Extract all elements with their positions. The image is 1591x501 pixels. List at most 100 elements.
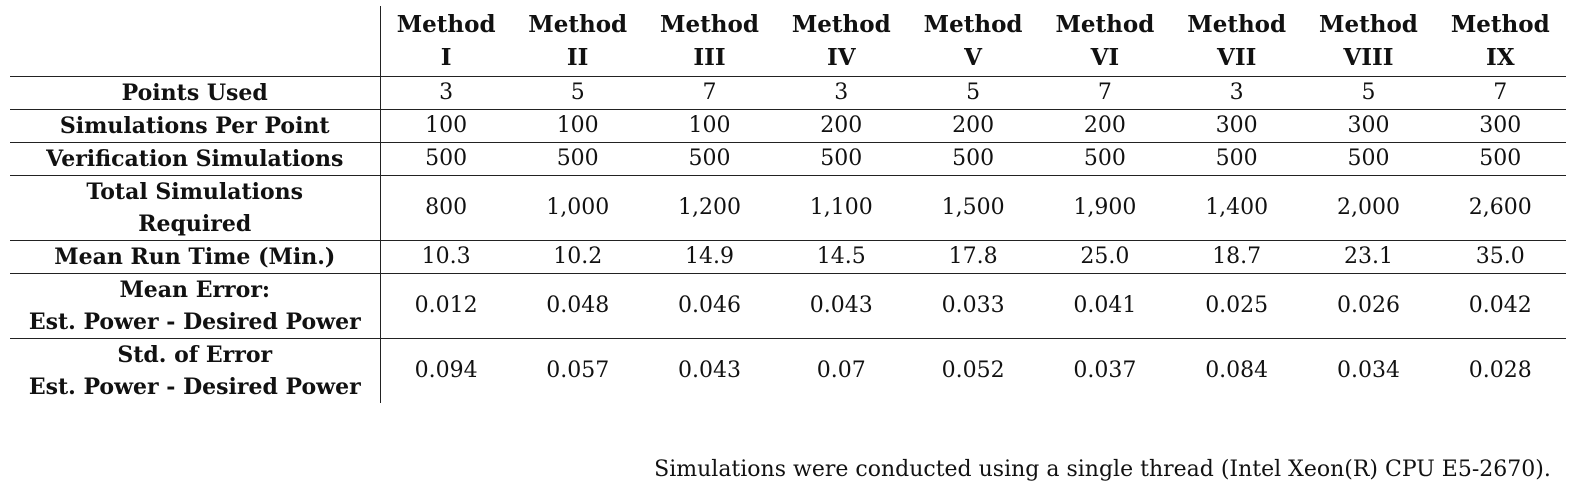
table-cell: 5 bbox=[511, 76, 644, 110]
table-cell: 100 bbox=[380, 109, 512, 143]
row-label-line2: Required bbox=[138, 211, 252, 237]
table-cell: 500 bbox=[380, 142, 512, 176]
table-cell: 500 bbox=[775, 142, 908, 176]
table-cell: 7 bbox=[1434, 76, 1567, 110]
table-cell: 35.0 bbox=[1434, 240, 1567, 274]
table-cell: 5 bbox=[1302, 76, 1435, 110]
row-label: Simulations Per Point bbox=[10, 109, 381, 143]
row-label: Std. of Error Est. Power - Desired Power bbox=[10, 338, 381, 403]
table-cell: 14.9 bbox=[643, 240, 776, 274]
method-header-line2: III bbox=[693, 44, 726, 71]
table-cell: 300 bbox=[1302, 109, 1435, 143]
method-header-line2: I bbox=[440, 44, 452, 71]
method-header-1: Method I bbox=[380, 6, 512, 77]
table-cell: 0.094 bbox=[380, 338, 512, 403]
method-header-9: Method IX bbox=[1434, 6, 1566, 77]
table-cell: 0.048 bbox=[511, 273, 644, 339]
table-cell: 0.046 bbox=[643, 273, 776, 339]
method-header-line1: Method bbox=[1055, 11, 1155, 38]
table-cell: 0.07 bbox=[775, 338, 908, 403]
table-cell: 1,900 bbox=[1038, 175, 1171, 241]
row-label-line1: Mean Run Time (Min.) bbox=[54, 244, 336, 270]
table-cell: 7 bbox=[643, 76, 776, 110]
table-row-mean-run-time: Mean Run Time (Min.) 10.3 10.2 14.9 14.5… bbox=[10, 240, 1567, 274]
row-label-line2: Est. Power - Desired Power bbox=[28, 309, 361, 335]
table-row-points-used: Points Used 3 5 7 3 5 7 3 5 7 bbox=[10, 76, 1567, 110]
table-cell: 500 bbox=[1434, 142, 1567, 176]
table-cell: 100 bbox=[511, 109, 644, 143]
table-row-mean-error: Mean Error: Est. Power - Desired Power 0.… bbox=[10, 273, 1567, 339]
row-label: Total Simulations Required bbox=[10, 175, 381, 241]
table-cell: 500 bbox=[643, 142, 776, 176]
table-cell: 0.028 bbox=[1434, 338, 1567, 403]
table-cell: 0.034 bbox=[1302, 338, 1435, 403]
method-header-line2: II bbox=[566, 44, 589, 71]
row-label: Mean Error: Est. Power - Desired Power bbox=[10, 273, 381, 339]
table-row-total-simulations: Total Simulations Required 800 1,000 1,20… bbox=[10, 175, 1567, 241]
method-header-line1: Method bbox=[791, 11, 891, 38]
table-cell: 100 bbox=[643, 109, 776, 143]
table-cell: 3 bbox=[775, 76, 908, 110]
table-cell: 3 bbox=[1170, 76, 1303, 110]
table-cell: 0.057 bbox=[511, 338, 644, 403]
table-cell: 0.033 bbox=[907, 273, 1039, 339]
method-header-line1: Method bbox=[396, 11, 496, 38]
table-cell: 800 bbox=[380, 175, 512, 241]
table-cell: 7 bbox=[1038, 76, 1171, 110]
table-cell: 0.084 bbox=[1170, 338, 1303, 403]
method-header-5: Method V bbox=[907, 6, 1039, 77]
table-cell: 10.3 bbox=[380, 240, 512, 274]
table-cell: 2,000 bbox=[1302, 175, 1435, 241]
table-cell: 0.025 bbox=[1170, 273, 1303, 339]
row-label-line1: Total Simulations bbox=[86, 179, 304, 205]
row-label-line1: Verification Simulations bbox=[46, 146, 344, 172]
table-footnote-container: Simulations were conducted using a singl… bbox=[0, 455, 1591, 485]
method-header-line2: VI bbox=[1090, 44, 1120, 71]
row-label-line1: Points Used bbox=[121, 80, 268, 106]
table-cell: 1,500 bbox=[907, 175, 1039, 241]
method-header-line1: Method bbox=[1450, 11, 1550, 38]
method-header-line1: Method bbox=[528, 11, 628, 38]
table-cell: 3 bbox=[380, 76, 512, 110]
table-cell: 1,200 bbox=[643, 175, 776, 241]
table-cell: 500 bbox=[511, 142, 644, 176]
table-cell: 300 bbox=[1434, 109, 1567, 143]
header-row: Method I Method II Method III Method IV Meth… bbox=[10, 6, 1566, 77]
table-footnote: Simulations were conducted using a singl… bbox=[654, 457, 1551, 482]
table-cell: 200 bbox=[775, 109, 908, 143]
table-row-std-of-error: Std. of Error Est. Power - Desired Power … bbox=[10, 338, 1567, 403]
method-header-6: Method VI bbox=[1039, 6, 1171, 77]
row-label-line1: Mean Error: bbox=[119, 277, 271, 303]
table-row-simulations-per-point: Simulations Per Point 100 100 100 200 20… bbox=[10, 109, 1567, 143]
row-label: Verification Simulations bbox=[10, 142, 381, 176]
table-cell: 500 bbox=[907, 142, 1039, 176]
table-cell: 0.012 bbox=[380, 273, 512, 339]
method-header-line1: Method bbox=[660, 11, 759, 38]
method-header-4: Method IV bbox=[775, 6, 907, 77]
table-cell: 0.037 bbox=[1038, 338, 1171, 403]
method-header-line1: Method bbox=[923, 11, 1023, 38]
method-header-line2: VII bbox=[1216, 44, 1257, 71]
method-header-line2: VIII bbox=[1343, 44, 1394, 71]
method-header-2: Method II bbox=[512, 6, 644, 77]
table-cell: 0.043 bbox=[775, 273, 908, 339]
table-cell: 0.042 bbox=[1434, 273, 1567, 339]
table-cell: 0.052 bbox=[907, 338, 1039, 403]
table-cell: 500 bbox=[1170, 142, 1303, 176]
table-cell: 10.2 bbox=[511, 240, 644, 274]
method-header-line2: V bbox=[964, 44, 983, 71]
table-cell: 500 bbox=[1038, 142, 1171, 176]
row-label: Mean Run Time (Min.) bbox=[10, 240, 381, 274]
row-label: Points Used bbox=[10, 76, 381, 110]
results-table-container: Method I Method II Method III Method IV Meth… bbox=[10, 6, 1567, 403]
table-cell: 200 bbox=[1038, 109, 1171, 143]
table-cell: 1,000 bbox=[511, 175, 644, 241]
table-cell: 300 bbox=[1170, 109, 1303, 143]
method-header-7: Method VII bbox=[1171, 6, 1303, 77]
table-cell: 25.0 bbox=[1038, 240, 1171, 274]
row-label-line2: Est. Power - Desired Power bbox=[28, 374, 361, 400]
table-cell: 23.1 bbox=[1302, 240, 1435, 274]
table-cell: 5 bbox=[907, 76, 1039, 110]
table-cell: 0.043 bbox=[643, 338, 776, 403]
method-header-line1: Method bbox=[1319, 11, 1418, 38]
